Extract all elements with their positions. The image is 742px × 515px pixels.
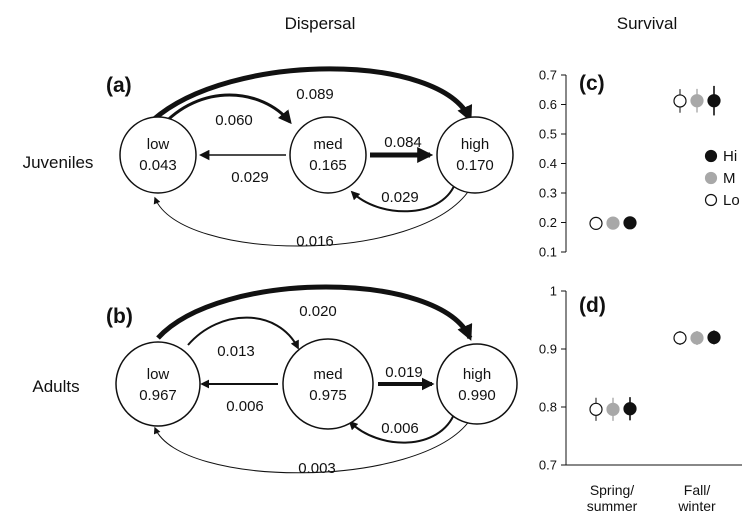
survival-chart-c: (c) 0.1 0.2 0.3 0.4 0.5 0.6 0.7 Hi M Lo [539,68,740,260]
rate-low-med: 0.060 [215,112,253,129]
juveniles-label: Juveniles [23,153,94,172]
node-low [119,116,197,194]
data-point-high [707,94,721,108]
x-category-fall-line1: Fall/ [684,482,711,498]
y-tick-label: 0.7 [539,68,557,83]
dispersal-header: Dispersal [285,14,356,33]
node-low-value: 0.967 [139,387,177,404]
dispersal-panel-a: (a) low 0.043 med 0.165 high 0.170 0.089… [106,66,514,250]
node-high-name: high [463,366,491,383]
arrow-low-med [158,93,292,129]
node-low-name: low [147,136,170,153]
legend-label: Lo [723,192,740,209]
rate-high-low: 0.016 [296,233,334,250]
y-tick-label: 0.9 [539,342,557,357]
rate-med-high: 0.084 [384,134,422,151]
dispersal-panel-b: (b) low 0.967 med 0.975 high 0.990 0.020… [106,284,518,477]
node-high-value: 0.990 [458,387,496,404]
node-high-value: 0.170 [456,157,494,174]
node-med-value: 0.975 [309,387,347,404]
data-point-high [707,330,721,344]
arrow-high-med [348,411,456,444]
x-category-fall-line2: winter [677,498,716,514]
data-point-low [673,94,687,108]
data-point-low [589,402,603,416]
legend-label: M [723,170,736,187]
node-high [436,116,514,194]
adults-label: Adults [32,377,79,396]
node-med-name: med [313,136,342,153]
legend-marker [704,149,718,163]
arrow-high-low [153,419,471,474]
panel-label-a: (a) [106,74,132,97]
panel-label-c: (c) [579,72,605,95]
arrow-low-high [156,284,473,341]
node-med-name: med [313,366,342,383]
data-point-low [589,216,603,230]
rate-low-high: 0.020 [299,303,337,320]
survival-header: Survival [617,14,677,33]
y-tick-label: 0.2 [539,215,557,230]
y-tick-label: 0.3 [539,186,557,201]
data-point-med [606,402,620,416]
rate-high-med: 0.006 [381,420,419,437]
arrow-low-med [187,316,299,350]
node-med-value: 0.165 [309,157,347,174]
arrow-high-med [350,183,456,213]
y-tick-label: 0.4 [539,156,557,171]
data-point-high [623,402,637,416]
arrow-high-low [153,188,471,247]
arrow-low-high [151,66,473,122]
rate-med-low: 0.029 [231,169,269,186]
node-high-name: high [461,136,489,153]
data-point-low [673,331,687,345]
y-tick-label: 0.8 [539,400,557,415]
data-point-high [623,216,637,230]
data-point-med [690,331,704,345]
survival-chart-d: (d) 0.7 0.8 0.9 1 [539,284,742,473]
y-tick-label: 1 [550,284,557,299]
node-low-name: low [147,366,170,383]
panel-label-d: (d) [579,294,606,317]
x-category-spring-line1: Spring/ [590,482,634,498]
data-point-med [606,216,620,230]
panel-label-b: (b) [106,305,133,328]
legend-marker [704,193,718,207]
rate-low-med: 0.013 [217,343,255,360]
node-high [436,343,518,425]
node-low-value: 0.043 [139,157,177,174]
y-tick-label: 0.1 [539,245,557,260]
rate-med-high: 0.019 [385,364,423,381]
rate-low-high: 0.089 [296,86,334,103]
y-tick-label: 0.6 [539,97,557,112]
legend-label: Hi [723,148,737,165]
node-med [289,116,367,194]
rate-high-low: 0.003 [298,460,336,477]
y-tick-label: 0.7 [539,458,557,473]
data-point-med [690,94,704,108]
node-med [282,338,374,430]
y-tick-label: 0.5 [539,127,557,142]
rate-med-low: 0.006 [226,398,264,415]
rate-high-med: 0.029 [381,189,419,206]
x-category-spring-line2: summer [587,498,638,514]
legend-marker [704,171,718,185]
node-low [115,341,201,427]
